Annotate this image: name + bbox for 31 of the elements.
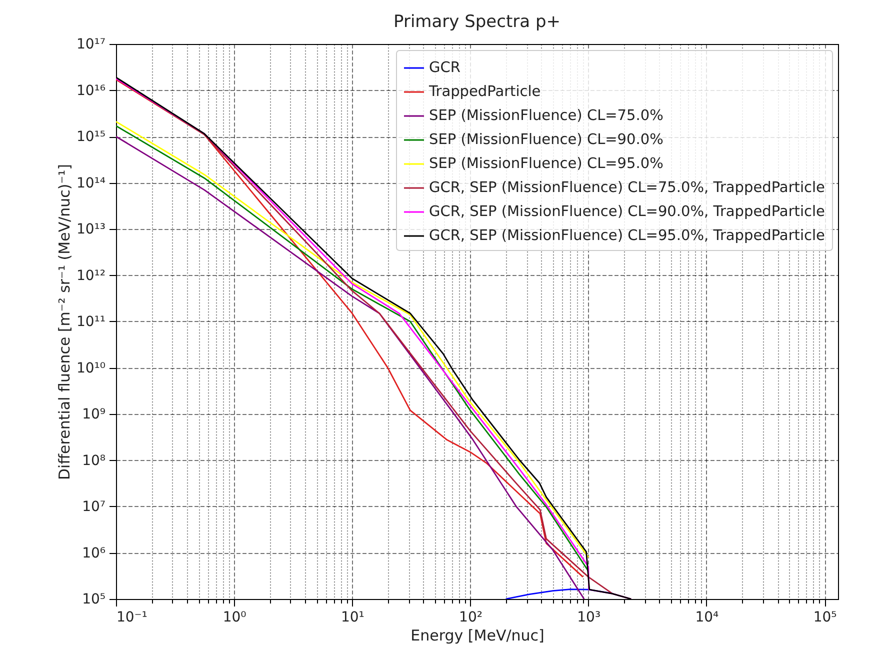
- y-tick-label: 10⁵: [82, 592, 106, 608]
- y-tick-label: 10¹³: [76, 222, 106, 238]
- y-tick-label: 10¹⁷: [76, 36, 106, 52]
- legend-label: GCR: [429, 60, 460, 76]
- y-tick-label: 10¹¹: [76, 314, 106, 330]
- y-tick-label: 10¹⁰: [76, 360, 106, 376]
- legend-label: SEP (MissionFluence) CL=95.0%: [429, 156, 664, 172]
- legend-label: SEP (MissionFluence) CL=75.0%: [429, 108, 664, 124]
- x-tick-label: 10²: [459, 610, 482, 626]
- y-tick-label: 10¹⁴: [76, 175, 106, 192]
- chart-title: Primary Spectra p+: [394, 12, 560, 32]
- x-tick-label: 10⁰: [222, 610, 247, 626]
- legend-label: TrappedParticle: [428, 84, 541, 100]
- legend-label: GCR, SEP (MissionFluence) CL=90.0%, TrappedParticle: [429, 204, 825, 220]
- x-tick-label: 10³: [577, 610, 601, 626]
- x-tick-label: 10⁵: [813, 610, 837, 626]
- y-tick-label: 10¹⁵: [76, 129, 106, 145]
- y-tick-label: 10⁹: [82, 406, 106, 422]
- legend-label: GCR, SEP (MissionFluence) CL=75.0%, TrappedParticle: [429, 180, 825, 196]
- x-tick-label: 10¹: [340, 610, 364, 626]
- x-tick-label: 10⁴: [695, 610, 720, 626]
- y-tick-label: 10⁶: [82, 545, 106, 562]
- x-tick-label: 10⁻¹: [116, 610, 148, 626]
- x-axis-title: Energy [MeV/nuc]: [410, 626, 544, 644]
- legend-label: SEP (MissionFluence) CL=90.0%: [429, 132, 664, 148]
- legend-label: GCR, SEP (MissionFluence) CL=95.0%, TrappedParticle: [429, 228, 825, 244]
- y-tick-label: 10¹⁶: [76, 82, 106, 99]
- y-tick-label: 10⁷: [82, 499, 106, 515]
- y-axis-title: Differential fluence [m⁻² sr⁻¹ (MeV/nuc)⁻¹]: [55, 164, 74, 480]
- y-tick-label: 10⁸: [82, 452, 106, 469]
- y-tick-label: 10¹²: [76, 268, 106, 284]
